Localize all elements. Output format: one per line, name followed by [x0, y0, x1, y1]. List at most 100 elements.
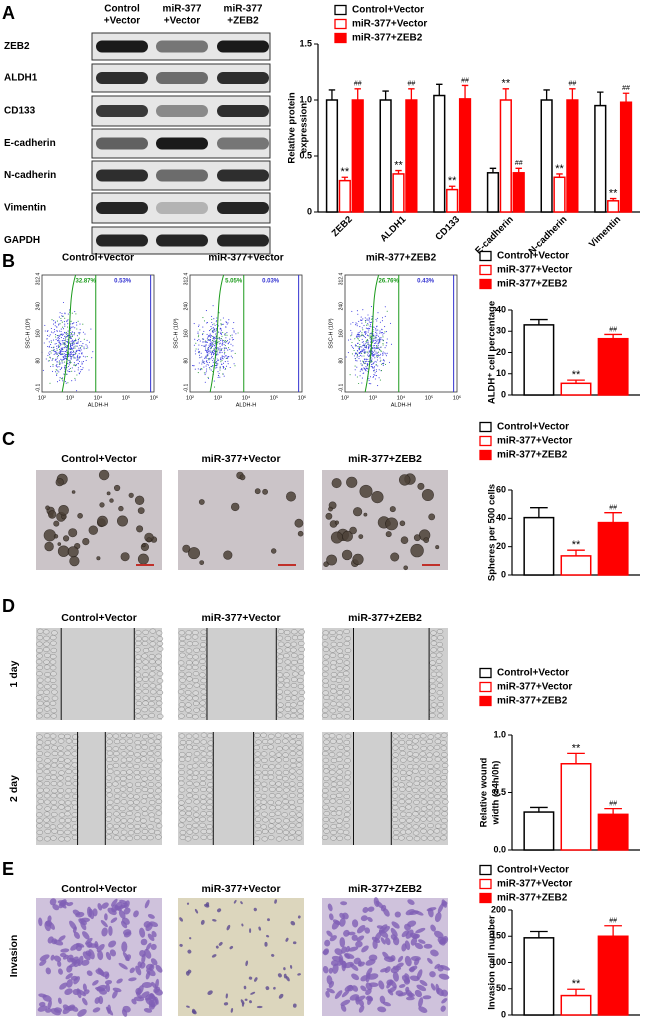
- significance-marker: ##: [609, 326, 617, 333]
- invading-cell: [97, 950, 104, 961]
- cell: [191, 774, 199, 781]
- invading-cell: [329, 935, 337, 942]
- flow-y-tick-label: 80: [183, 358, 189, 364]
- invading-cell: [410, 937, 418, 946]
- sphere: [98, 469, 110, 481]
- cell: [391, 763, 398, 770]
- flow-dot: [222, 367, 224, 369]
- significance-marker: **: [609, 187, 618, 199]
- blot-row-label: ALDH1: [4, 73, 38, 84]
- y-tick-label: 30: [496, 326, 506, 336]
- flow-dot: [62, 343, 64, 345]
- flow-dot: [231, 357, 233, 359]
- flow-dot: [56, 349, 58, 351]
- flow-dot: [365, 368, 367, 370]
- cell: [49, 817, 57, 823]
- invading-cell: [97, 903, 103, 911]
- sphere: [109, 498, 114, 503]
- cell: [155, 696, 162, 702]
- cell: [134, 752, 141, 758]
- cell: [141, 744, 148, 750]
- flow-dot: [62, 377, 64, 379]
- invading-cell: [45, 967, 52, 975]
- flow-dot: [81, 368, 83, 371]
- cell: [437, 695, 444, 701]
- cell: [267, 799, 274, 805]
- cell: [200, 804, 208, 810]
- flow-y-tick-label: 240: [183, 302, 189, 311]
- cell: [343, 654, 350, 660]
- cell: [274, 763, 282, 769]
- cell: [392, 733, 399, 739]
- flow-dot: [66, 347, 68, 349]
- invading-cell: [344, 953, 351, 959]
- invading-cell: [249, 928, 252, 934]
- cell: [344, 647, 352, 654]
- flow-dot: [71, 326, 73, 328]
- sphere: [53, 520, 60, 527]
- cell: [268, 751, 276, 757]
- cell: [413, 817, 420, 823]
- invading-cell: [70, 1005, 79, 1012]
- cell: [274, 810, 282, 816]
- cell: [434, 794, 441, 800]
- flow-dot: [380, 332, 382, 334]
- flow-dot: [354, 338, 356, 340]
- blot-band: [156, 169, 208, 182]
- cell: [426, 780, 434, 786]
- cell: [440, 835, 447, 841]
- flow-dot: [361, 355, 363, 357]
- flow-dot: [60, 350, 62, 352]
- flow-dot: [228, 347, 230, 349]
- cell: [57, 823, 64, 829]
- cell: [36, 734, 43, 740]
- flow-dot: [223, 347, 225, 349]
- flow-dot: [213, 318, 215, 320]
- flow-dot: [378, 341, 380, 343]
- cell: [275, 818, 282, 824]
- flow-dot: [221, 351, 223, 353]
- cell: [134, 647, 141, 653]
- invading-cell: [404, 940, 411, 951]
- cell: [71, 762, 78, 768]
- invading-cell: [59, 982, 68, 990]
- cell: [192, 664, 199, 670]
- cell: [149, 689, 157, 695]
- flow-dot: [375, 328, 377, 330]
- cell: [268, 818, 276, 824]
- cell: [43, 823, 51, 829]
- blot-column-label: +ZEB2: [227, 16, 259, 27]
- flow-dot: [75, 352, 77, 354]
- cell: [427, 799, 434, 805]
- invading-cell: [179, 943, 183, 947]
- cell: [282, 763, 290, 769]
- flow-dot: [197, 331, 199, 333]
- flow-dot: [382, 342, 384, 345]
- invading-cell: [330, 960, 339, 967]
- cell: [119, 738, 126, 744]
- flow-dot: [356, 366, 358, 368]
- flow-dot: [227, 349, 229, 351]
- cell: [126, 756, 133, 762]
- flow-dot: [76, 324, 78, 326]
- cell: [290, 695, 298, 701]
- cell: [49, 700, 57, 706]
- flow-dot: [233, 322, 235, 324]
- cell: [43, 706, 51, 712]
- flow-dot: [55, 365, 57, 367]
- cell: [134, 733, 141, 739]
- invading-cell: [145, 942, 152, 951]
- flow-dot: [365, 369, 367, 372]
- invading-cell: [69, 920, 77, 930]
- flow-dot: [370, 306, 373, 308]
- flow-dot: [62, 342, 64, 344]
- cell: [405, 775, 413, 781]
- cell: [344, 636, 352, 642]
- cell: [193, 647, 200, 653]
- cell: [343, 689, 350, 695]
- cell: [440, 774, 448, 781]
- sphere: [285, 491, 296, 502]
- cell: [282, 752, 289, 758]
- cell: [200, 834, 208, 840]
- flow-dot: [82, 343, 84, 345]
